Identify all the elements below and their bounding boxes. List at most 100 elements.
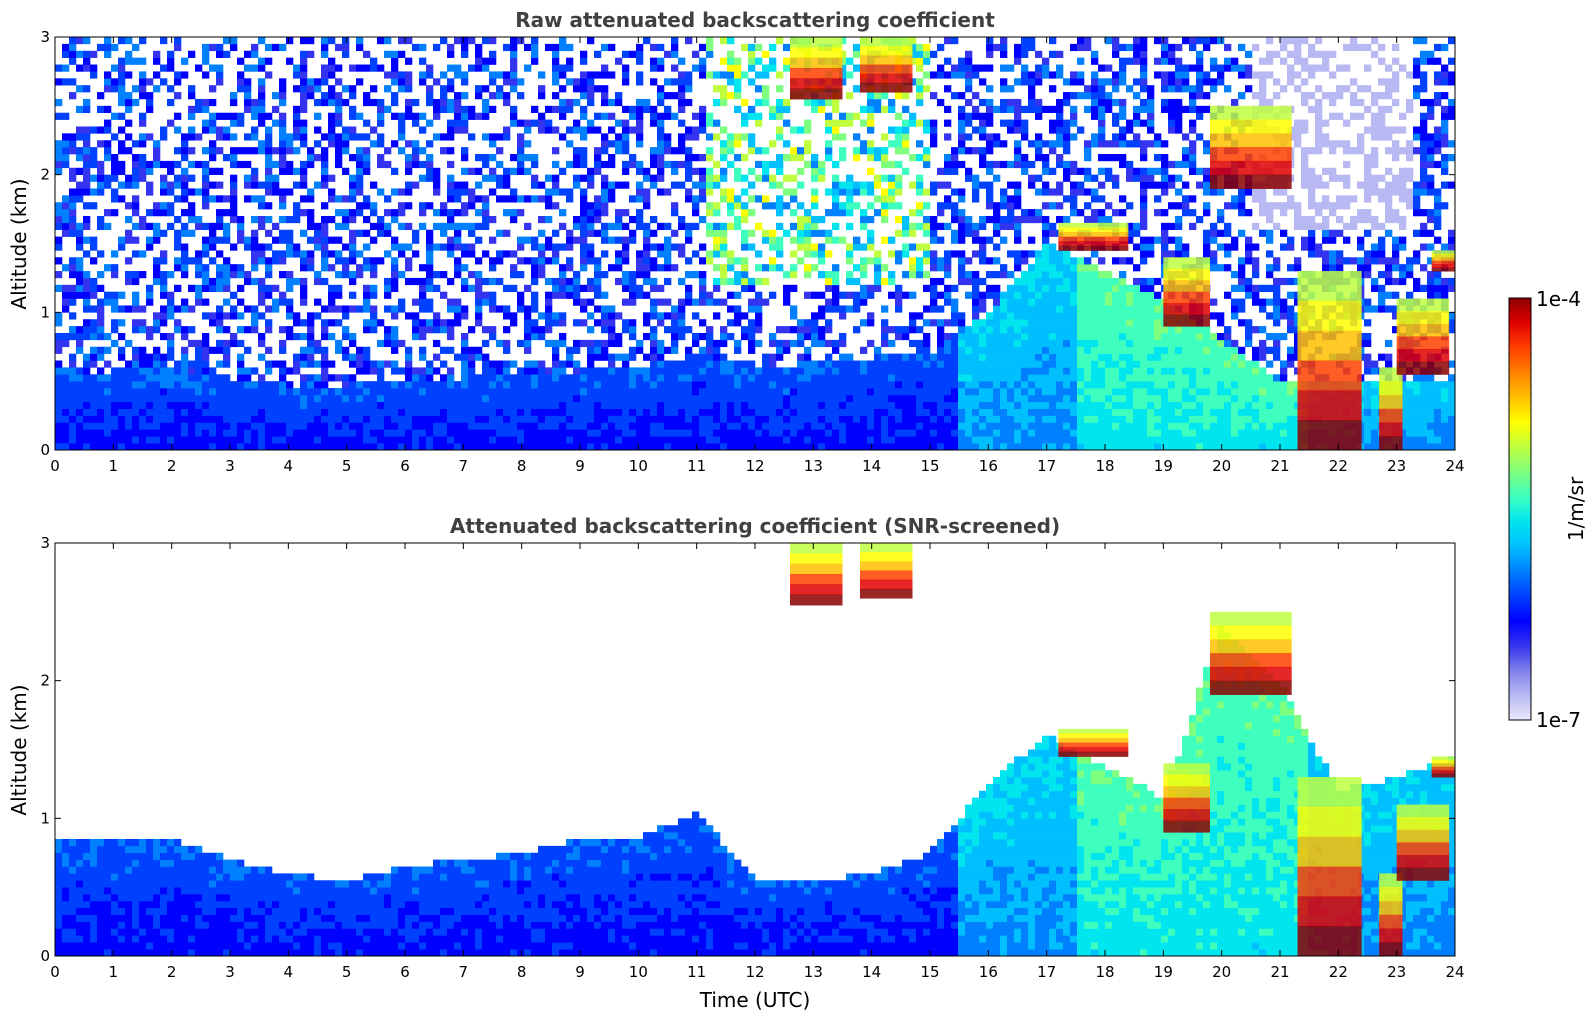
heatmap-cell [916,85,924,93]
heatmap-cell [699,298,707,306]
heatmap-cell [671,422,679,430]
heatmap-cell [104,429,112,437]
heatmap-cell [363,305,371,313]
heatmap-cell [1014,202,1022,210]
heatmap-cell [1007,443,1015,450]
heatmap-cell [671,415,679,423]
heatmap-cell [104,443,112,450]
heatmap-cell [391,257,399,265]
heatmap-cell [601,436,609,444]
heatmap-cell [258,312,266,320]
heatmap-cell [734,85,742,93]
heatmap-cell [867,436,875,444]
heatmap-cell [818,422,826,430]
heatmap-cell [615,222,623,231]
heatmap-cell [524,43,532,52]
heatmap-cell [825,353,833,361]
heatmap-cell [391,64,399,72]
heatmap-cell [755,250,763,258]
heatmap-cell [349,64,357,72]
heatmap-cell [790,264,798,272]
heatmap-cell [258,98,266,107]
heatmap-cell [454,243,462,251]
heatmap-cell [237,284,245,292]
heatmap-cell [797,367,805,375]
heatmap-cell [440,209,448,217]
heatmap-cell [258,78,266,86]
heatmap-cell [853,381,861,389]
heatmap-cell [797,394,805,403]
heatmap-cell [923,229,931,237]
heatmap-cell [937,408,945,416]
heatmap-cell [496,305,504,313]
heatmap-cell [300,174,308,182]
heatmap-cell [825,381,833,389]
heatmap-cell [377,37,385,45]
heatmap-cell [748,339,756,348]
heatmap-cell [496,422,504,430]
heatmap-cell [629,154,637,162]
heatmap-cell [636,215,644,224]
heatmap-cell [958,422,966,430]
heatmap-cell [412,181,420,189]
heatmap-cell [482,339,490,348]
heatmap-cell [706,360,714,368]
heatmap-cell [972,174,980,182]
heatmap-cell [993,312,1001,320]
heatmap-cell [90,257,98,265]
heatmap-cell [153,388,161,396]
heatmap-cell [818,415,826,423]
heatmap-cell [559,167,567,175]
heatmap-cell [1007,305,1015,313]
heatmap-cell [664,140,672,148]
heatmap-cell [895,305,903,313]
heatmap-cell [181,243,189,251]
heatmap-cell [678,277,686,286]
heatmap-cell [790,388,798,396]
heatmap-cell [615,388,623,396]
heatmap-cell [132,222,140,231]
heatmap-cell [979,415,987,423]
heatmap-cell [482,222,490,231]
heatmap-cell [62,436,70,444]
heatmap-cell [258,147,266,155]
heatmap-cell [398,298,406,306]
heatmap-cell [104,50,112,58]
heatmap-cell [594,167,602,175]
heatmap-cell [531,374,539,382]
heatmap-cell [69,312,77,320]
heatmap-cell [90,436,98,444]
heatmap-cell [881,147,889,155]
heatmap-cell [433,388,441,396]
heatmap-cell [244,78,252,86]
heatmap-cell [594,346,602,354]
heatmap-cell [748,284,756,292]
heatmap-cell [853,388,861,396]
heatmap-cell [160,332,168,341]
heatmap-cell [90,326,98,334]
heatmap-cell [706,381,714,389]
heatmap-cell [76,415,84,423]
heatmap-cell [153,222,161,231]
heatmap-cell [426,119,434,127]
heatmap-cell [909,229,917,237]
heatmap-cell [902,243,910,251]
heatmap-cell [363,408,371,416]
heatmap-cell [804,264,812,272]
heatmap-cell [447,374,455,382]
heatmap-cell [622,319,630,327]
heatmap-cell [475,374,483,382]
heatmap-cell [895,332,903,341]
heatmap-cell [461,222,469,231]
heatmap-cell [685,154,693,162]
heatmap-cell [713,264,721,272]
heatmap-cell [720,415,728,423]
heatmap-cell [559,98,567,107]
heatmap-cell [195,394,203,403]
heatmap-cell [713,222,721,231]
heatmap-cell [944,291,952,299]
heatmap-cell [97,215,105,224]
heatmap-cell [657,415,665,423]
heatmap-cell [944,160,952,169]
heatmap-cell [335,319,343,327]
